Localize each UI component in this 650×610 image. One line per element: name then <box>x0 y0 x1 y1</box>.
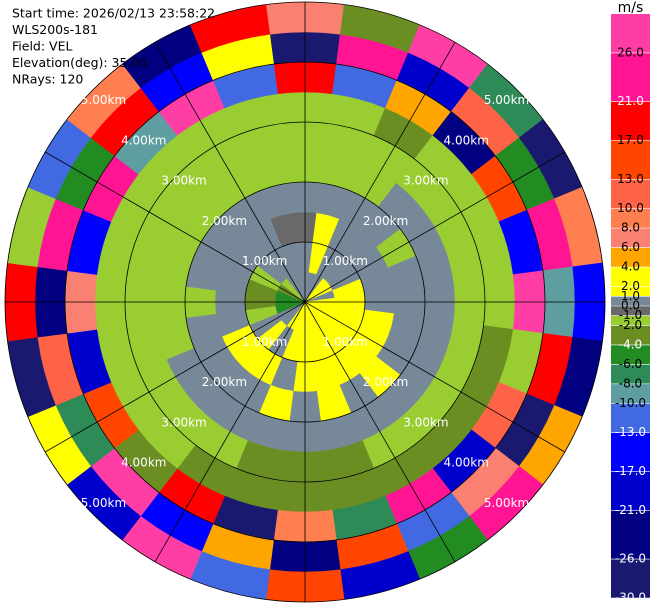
ring-label: 1.00km <box>323 254 368 268</box>
info-line: Start time: 2026/02/13 23:58:22 <box>12 6 215 21</box>
range-ring <box>124 121 486 483</box>
ring-label: 5.00km <box>81 496 126 510</box>
ring-label: 5.00km <box>81 93 126 107</box>
colorbar-segment <box>611 179 650 209</box>
colorbar-segment <box>611 140 650 180</box>
colorbar-label: 8.0 <box>621 221 640 235</box>
ring-label: 5.00km <box>484 496 529 510</box>
ring-label: 2.00km <box>363 214 408 228</box>
colorbar-label: -30.0 <box>615 591 646 605</box>
range-ring <box>64 61 546 543</box>
colorbar-label: 10.0 <box>617 201 644 215</box>
ring-label: 1.00km <box>323 335 368 349</box>
colorbar-label: -10.0 <box>615 396 646 410</box>
ring-label: 2.00km <box>202 375 247 389</box>
ring-label: 4.00km <box>121 133 166 147</box>
ring-label: 1.00km <box>242 254 287 268</box>
range-ring <box>4 1 606 603</box>
colorbar-segment <box>611 296 650 306</box>
colorbar-label: 4.0 <box>621 260 640 274</box>
colorbar-label: 1.0 <box>621 289 640 303</box>
colorbar-segment <box>611 432 650 472</box>
colorbar-title: m/s <box>618 0 644 16</box>
colorbar-label: 2.0 <box>621 279 640 293</box>
colorbar-segment <box>611 14 650 53</box>
colorbar-label: 26.0 <box>617 45 644 59</box>
colorbar-label: -4.0 <box>619 337 642 351</box>
colorbar-label: -21.0 <box>615 503 646 517</box>
colorbar-label: -2.0 <box>619 318 642 332</box>
colorbar-segment <box>611 559 650 598</box>
ring-label: 4.00km <box>444 133 489 147</box>
ring-label: 2.00km <box>363 375 408 389</box>
colorbar-label: 13.0 <box>617 172 644 186</box>
range-ring <box>184 181 426 423</box>
colorbar-label: 21.0 <box>617 94 644 108</box>
colorbar-label: -17.0 <box>615 464 646 478</box>
ring-label: 1.00km <box>242 335 287 349</box>
colorbar-segment <box>611 208 650 229</box>
colorbar-label: -26.0 <box>615 552 646 566</box>
ring-label: 2.00km <box>202 214 247 228</box>
colorbar-segment <box>611 101 650 141</box>
colorbar-label: -13.0 <box>615 425 646 439</box>
colorbar-segment <box>611 403 650 433</box>
info-line: WLS200s-181 <box>12 22 98 37</box>
range-ring <box>244 241 366 363</box>
colorbar-segment <box>611 471 650 511</box>
colorbar-segment <box>611 364 650 384</box>
colorbar-segment <box>611 325 650 345</box>
colorbar-segment <box>611 344 650 365</box>
info-line: Elevation(deg): 35.00 <box>12 55 147 70</box>
ring-label: 3.00km <box>403 415 448 429</box>
colorbar-segment <box>611 247 650 268</box>
ring-label: 5.00km <box>484 93 529 107</box>
colorbar-segment <box>611 383 650 404</box>
info-line: Field: VEL <box>12 39 72 54</box>
ring-label: 4.00km <box>121 456 166 470</box>
colorbar-segment <box>611 510 650 560</box>
colorbar-label: -6.0 <box>619 357 642 371</box>
colorbar-segment <box>611 286 650 297</box>
ring-label: 3.00km <box>161 174 206 188</box>
colorbar-segment <box>611 267 650 287</box>
ring-label: 3.00km <box>161 415 206 429</box>
ring-label: 4.00km <box>444 456 489 470</box>
colorbar-label: 6.0 <box>621 240 640 254</box>
colorbar-label: -8.0 <box>619 376 642 390</box>
colorbar-label: 17.0 <box>617 133 644 147</box>
colorbar-segment <box>611 306 650 316</box>
colorbar-segment <box>611 52 650 102</box>
colorbar-label: -1.0 <box>619 308 642 322</box>
colorbar-segment <box>611 228 650 248</box>
spoke <box>154 41 456 563</box>
ring-label: 3.00km <box>403 174 448 188</box>
colorbar-label: 0.0 <box>621 299 640 313</box>
colorbar-segment <box>611 315 650 326</box>
info-line: NRays: 120 <box>12 72 83 87</box>
